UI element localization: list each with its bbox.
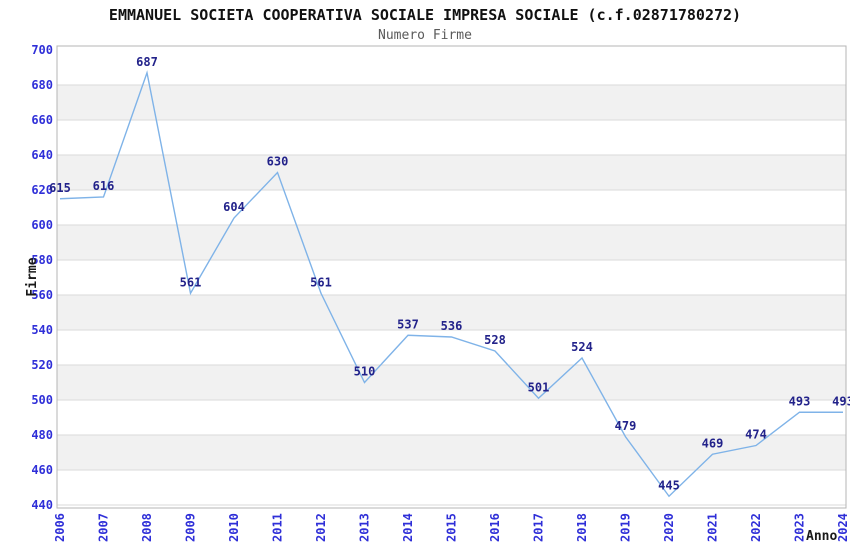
x-tick-label: 2006: [53, 513, 67, 542]
series-line: [59, 70, 843, 498]
y-tick-label: 580: [31, 253, 53, 267]
shaded-band: [57, 225, 846, 260]
y-tick-label: 640: [31, 148, 53, 162]
y-tick-label: 560: [31, 288, 53, 302]
data-label: 536: [441, 319, 463, 333]
data-label: 615: [49, 181, 71, 195]
data-label: 687: [136, 55, 158, 69]
x-tick-label: 2016: [488, 513, 502, 542]
x-tick-label: 2019: [619, 513, 633, 542]
x-tick-label: 2015: [445, 513, 459, 542]
data-label: 528: [484, 333, 506, 347]
x-tick-label: 2008: [140, 513, 154, 542]
data-label: 524: [571, 340, 593, 354]
shaded-band: [57, 85, 846, 120]
shaded-band: [57, 365, 846, 400]
x-tick-label: 2009: [184, 513, 198, 542]
y-tick-label: 520: [31, 358, 53, 372]
x-tick-label: 2013: [358, 513, 372, 542]
data-label: 604: [223, 200, 245, 214]
x-tick-label: 2018: [575, 513, 589, 542]
plot-background: [57, 46, 846, 508]
y-tick-label: 700: [31, 43, 53, 57]
x-tick-label: 2024: [836, 513, 850, 542]
x-tick-label: 2021: [706, 513, 720, 542]
chart-title: EMMANUEL SOCIETA COOPERATIVA SOCIALE IMP…: [108, 6, 742, 24]
data-label: 537: [397, 317, 419, 331]
data-label: 493: [789, 394, 811, 408]
y-tick-label: 620: [31, 183, 53, 197]
x-tick-label: 2023: [793, 513, 807, 542]
data-label: 501: [528, 380, 550, 394]
x-tick-label: 2017: [532, 513, 546, 542]
data-label: 616: [93, 179, 115, 193]
shaded-band: [57, 435, 846, 470]
y-tick-label: 480: [31, 428, 53, 442]
shaded-band: [57, 295, 846, 330]
y-tick-label: 440: [31, 498, 53, 512]
x-axis-title: Anno: [806, 529, 837, 544]
y-tick-label: 540: [31, 323, 53, 337]
data-label: 469: [702, 436, 724, 450]
x-tick-label: 2020: [662, 513, 676, 542]
plot-border: [56, 45, 847, 509]
y-tick-label: 600: [31, 218, 53, 232]
data-label: 493: [832, 394, 850, 408]
y-tick-label: 660: [31, 113, 53, 127]
data-label: 561: [310, 275, 332, 289]
y-axis-title: Firme: [25, 257, 40, 296]
x-tick-label: 2012: [314, 513, 328, 542]
y-tick-label: 460: [31, 463, 53, 477]
data-label: 445: [658, 478, 680, 492]
x-tick-label: 2007: [97, 513, 111, 542]
data-label: 479: [615, 419, 637, 433]
x-tick-label: 2014: [401, 513, 415, 542]
y-tick-label: 680: [31, 78, 53, 92]
x-tick-label: 2022: [749, 513, 763, 542]
data-label: 510: [354, 365, 376, 379]
shaded-band: [57, 155, 846, 190]
data-label: 474: [745, 428, 767, 442]
chart-subtitle: Numero Firme: [378, 28, 472, 43]
data-label: 561: [180, 275, 202, 289]
y-tick-label: 500: [31, 393, 53, 407]
x-tick-label: 2011: [271, 513, 285, 542]
data-label: 630: [267, 155, 289, 169]
x-tick-label: 2010: [227, 513, 241, 542]
